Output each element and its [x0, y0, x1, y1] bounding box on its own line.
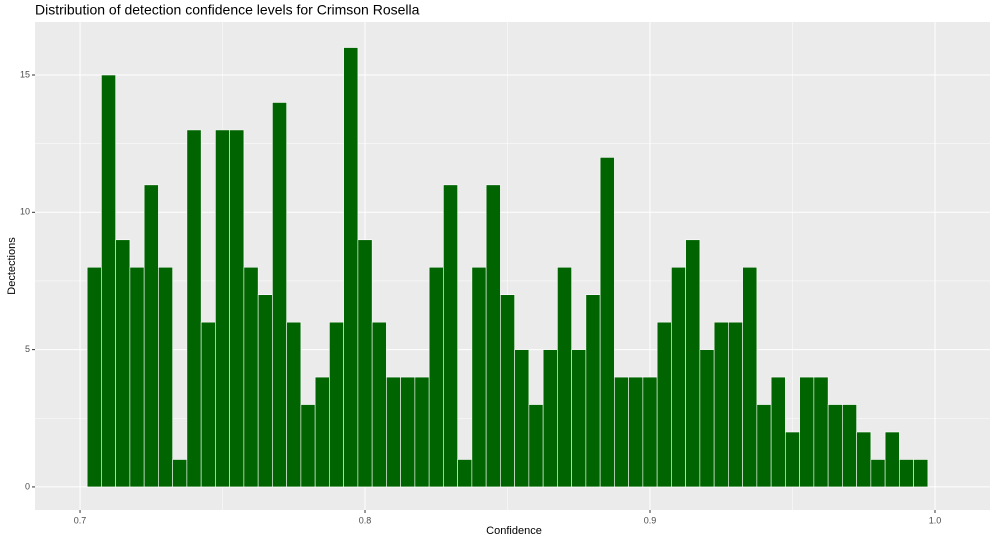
bar — [827, 404, 843, 488]
x-tick-label: 0.8 — [359, 515, 372, 525]
bar — [756, 404, 772, 488]
bar — [115, 239, 131, 488]
bar — [899, 459, 914, 488]
x-tick-label: 1.0 — [929, 515, 942, 525]
bar — [257, 294, 273, 488]
x-axis-label: Confidence — [486, 525, 542, 537]
bar — [884, 431, 900, 488]
y-axis-label: Dectections — [6, 237, 18, 295]
bar — [856, 431, 872, 488]
bar — [329, 321, 344, 488]
bar — [571, 349, 587, 488]
bar — [813, 376, 829, 488]
bar — [642, 376, 658, 488]
bar — [400, 376, 416, 488]
bar — [229, 129, 245, 488]
bar — [799, 376, 815, 488]
bar — [742, 266, 758, 488]
bar — [200, 321, 216, 488]
bar — [913, 459, 929, 488]
bar — [585, 294, 601, 488]
bar — [699, 349, 715, 488]
bar — [143, 184, 159, 488]
bar — [471, 266, 487, 488]
bar — [713, 321, 729, 488]
bar — [685, 239, 701, 488]
bar — [542, 349, 558, 488]
bar — [614, 376, 629, 488]
x-tick-label: 0.7 — [74, 515, 87, 525]
x-tick-label: 0.9 — [644, 515, 657, 525]
y-tick-label: 15 — [20, 69, 30, 79]
bar — [186, 129, 202, 488]
chart-title: Distribution of detection confidence lev… — [35, 2, 420, 18]
bar — [557, 266, 572, 488]
y-tick-label: 10 — [20, 207, 30, 217]
bar — [870, 459, 886, 488]
bar — [215, 129, 230, 488]
bar — [158, 266, 173, 488]
bar — [286, 321, 302, 488]
bar — [314, 376, 330, 488]
bar — [272, 102, 287, 488]
y-tick-label: 0 — [25, 481, 30, 491]
bar — [343, 47, 359, 488]
bar — [528, 404, 544, 488]
bar — [357, 239, 373, 488]
bar — [785, 431, 800, 488]
bar — [500, 294, 515, 488]
bar — [443, 184, 458, 488]
bar — [414, 376, 430, 488]
bar — [300, 404, 316, 488]
bar — [457, 459, 473, 488]
bar — [86, 266, 102, 488]
bar — [770, 376, 786, 488]
bar — [514, 349, 530, 488]
bar — [728, 321, 743, 488]
bar — [656, 321, 672, 488]
y-tick-label: 5 — [25, 344, 30, 354]
bar — [671, 266, 686, 488]
bar — [485, 184, 501, 488]
bar — [628, 376, 644, 488]
bar — [172, 459, 188, 488]
bar — [129, 266, 145, 488]
bar — [599, 157, 615, 488]
bar — [101, 74, 116, 488]
bar — [386, 376, 401, 488]
bar — [842, 404, 857, 488]
bar — [243, 266, 259, 488]
bar — [371, 321, 387, 488]
bar — [428, 266, 444, 488]
